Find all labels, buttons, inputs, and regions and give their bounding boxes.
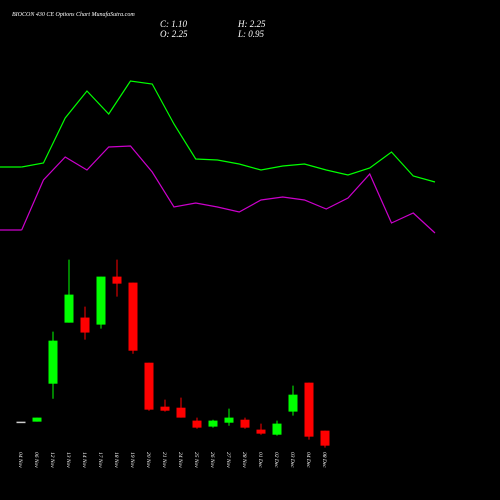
candle-body xyxy=(96,276,106,325)
high-label: H: 2.25 xyxy=(237,19,266,29)
candle-body xyxy=(208,420,218,427)
candle-body xyxy=(272,423,282,435)
candle-body xyxy=(288,394,298,412)
x-tick-label: 13 Nov xyxy=(65,452,71,468)
x-tick-label: 21 Nov xyxy=(161,452,167,468)
candle-body xyxy=(144,362,154,410)
candle-body xyxy=(160,406,170,411)
candle-body xyxy=(32,417,42,422)
close-label: C: 1.10 xyxy=(160,19,188,29)
candle-body xyxy=(192,420,202,428)
x-tick-label: 27 Nov xyxy=(225,452,231,468)
candle-body xyxy=(224,417,234,423)
x-tick-label: 14 Nov xyxy=(81,452,88,468)
x-tick-label: 08 Dec xyxy=(321,452,327,468)
candle-body xyxy=(256,429,266,434)
x-tick-label: 25 Nov xyxy=(193,452,199,468)
x-tick-label: 01 Dec xyxy=(257,452,263,468)
x-tick-label: 18 Nov xyxy=(113,452,119,468)
chart-title: BIOCON 430 CE Options Chart MunafaSutra.… xyxy=(12,11,135,18)
x-tick-label: 24 Nov xyxy=(177,452,184,468)
x-tick-label: 02 Dec xyxy=(273,452,279,468)
x-tick-label: 28 Nov xyxy=(241,452,247,468)
open-label: O: 2.25 xyxy=(160,29,188,39)
indicator-line xyxy=(21,80,436,183)
candle-body xyxy=(16,421,26,424)
candle-body xyxy=(80,317,90,333)
x-tick-label: 20 Nov xyxy=(145,452,151,468)
x-tick-label: 06 Nov xyxy=(33,452,39,468)
x-tick-label: 04 Dec xyxy=(305,452,312,468)
x-tick-label: 17 Nov xyxy=(97,452,103,468)
low-label: L: 0.95 xyxy=(237,29,265,39)
x-tick-label: 12 Nov xyxy=(49,452,55,468)
candle-body xyxy=(48,340,58,384)
x-tick-label: 03 Dec xyxy=(289,452,295,468)
candle-body xyxy=(176,407,186,418)
candle-body xyxy=(112,276,122,284)
candle-body xyxy=(320,430,330,446)
x-tick-label: 04 Nov xyxy=(17,452,24,468)
candle-body xyxy=(64,294,74,323)
candle-body xyxy=(304,382,314,437)
candle-body xyxy=(240,419,250,428)
candle-body xyxy=(128,282,138,351)
x-tick-label: 26 Nov xyxy=(209,452,215,468)
x-tick-label: 19 Nov xyxy=(129,452,135,468)
indicator-line xyxy=(21,145,436,234)
